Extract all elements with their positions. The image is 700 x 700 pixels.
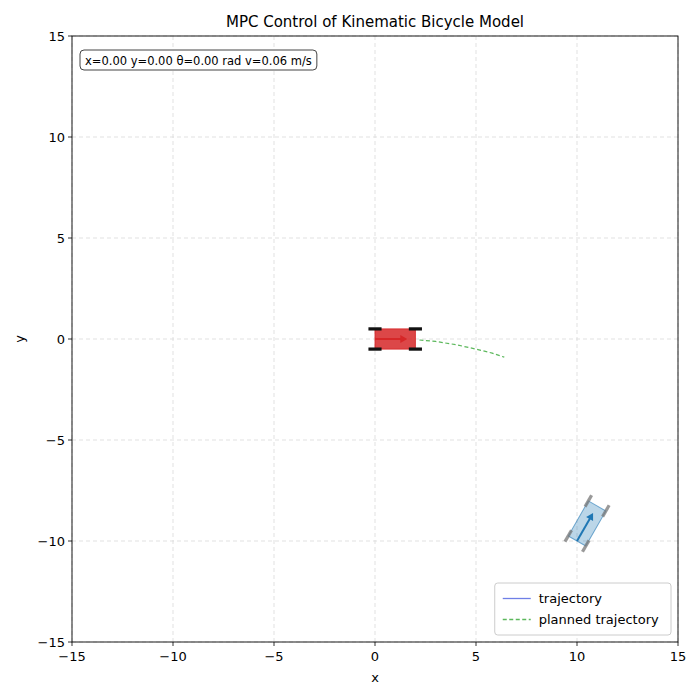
y-tick xyxy=(68,339,72,340)
grid-line-y xyxy=(72,137,678,138)
info-box xyxy=(80,50,317,70)
legend-box xyxy=(495,583,671,635)
x-tick xyxy=(375,642,376,646)
chart: −15 −10 −5 0 5 10 15 −15 −10 −5 0 5 10 15 MPC Control … xyxy=(0,0,700,700)
plot-area xyxy=(368,327,610,552)
x-tick xyxy=(72,642,73,646)
y-tick xyxy=(68,642,72,643)
wheel xyxy=(368,347,381,350)
title: MPC Control of Kinematic Bicycle Model xyxy=(226,13,524,31)
y-tick xyxy=(68,137,72,138)
y-axis-label: y xyxy=(12,335,27,343)
info-text: x=0.00 y=0.00 θ=0.00 rad v=0.06 m/s xyxy=(85,54,312,68)
y-tick-label: −15 xyxy=(38,635,65,650)
x-tick-label: −10 xyxy=(159,649,186,664)
x-tick xyxy=(678,642,679,646)
plot-frame xyxy=(72,36,678,642)
x-tick-label: 10 xyxy=(569,649,586,664)
heading-arrow xyxy=(577,518,590,541)
x-tick xyxy=(274,642,275,646)
wheel xyxy=(581,540,590,553)
y-tick-label: −5 xyxy=(46,433,65,448)
y-tick-label: 5 xyxy=(57,231,65,246)
heading-arrow xyxy=(375,338,401,340)
x-tick-label: 0 xyxy=(371,649,379,664)
wheel xyxy=(584,494,593,507)
x-tick xyxy=(476,642,477,646)
heading-arrowhead xyxy=(400,335,407,343)
vehicle-body xyxy=(375,329,415,349)
grid-line-x xyxy=(274,36,275,642)
legend: trajectory planned trajectory xyxy=(495,583,671,635)
legend-swatch xyxy=(503,619,531,620)
x-tick xyxy=(577,642,578,646)
x-axis-label: x xyxy=(371,670,379,685)
series-line xyxy=(419,340,504,357)
x-tick-label: 5 xyxy=(472,649,480,664)
y-tick xyxy=(68,238,72,239)
y-tick-label: 0 xyxy=(57,332,65,347)
y-tick xyxy=(68,541,72,542)
x-tick-label: −15 xyxy=(58,649,85,664)
grid-line-y xyxy=(72,440,678,441)
wheel xyxy=(564,529,573,542)
grid-line-y xyxy=(72,238,678,239)
legend-swatch xyxy=(503,598,531,599)
wheel xyxy=(409,347,422,350)
y-tick-label: −10 xyxy=(38,534,65,549)
grid-line-y xyxy=(72,339,678,340)
vehicle xyxy=(368,327,422,350)
vehicle xyxy=(564,494,611,552)
background xyxy=(0,0,700,700)
x-tick-label: −5 xyxy=(264,649,283,664)
wheel xyxy=(601,504,610,517)
heading-arrowhead xyxy=(586,511,596,521)
wheel xyxy=(368,327,381,330)
x-tick-label: 15 xyxy=(670,649,687,664)
x-tick xyxy=(173,642,174,646)
y-tick-label: 10 xyxy=(48,130,65,145)
legend-label: planned trajectory xyxy=(539,612,659,627)
vehicle-body xyxy=(568,501,606,546)
y-tick-label: 15 xyxy=(48,29,65,44)
grid-line-x xyxy=(476,36,477,642)
y-tick xyxy=(68,440,72,441)
legend-label: trajectory xyxy=(539,591,603,606)
y-tick xyxy=(68,36,72,37)
wheel xyxy=(409,327,422,330)
